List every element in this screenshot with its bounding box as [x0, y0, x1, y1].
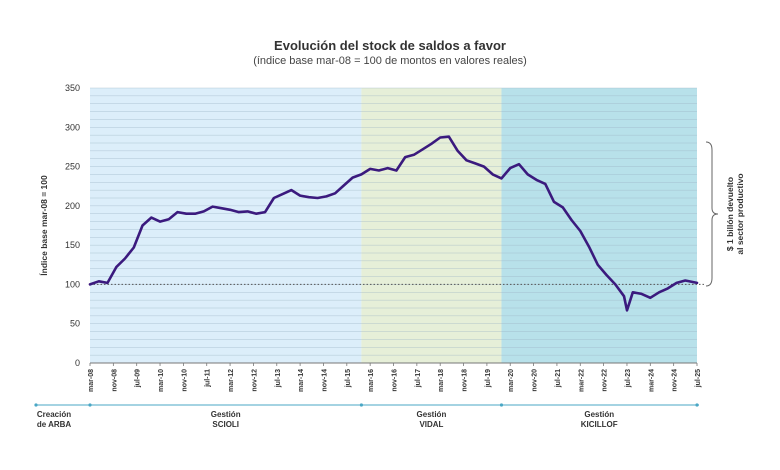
x-tick-label: nov-14 — [321, 369, 328, 392]
x-tick-label: jul-09 — [135, 369, 142, 388]
timeline-dot — [499, 403, 504, 407]
period-label-line-2: de ARBA — [37, 420, 72, 429]
timeline-dot — [88, 403, 92, 407]
x-tick-label: mar-24 — [648, 369, 655, 392]
annotation-line-1: $ 1 billón devuelto — [725, 177, 735, 251]
y-axis-label: Índice base mar-08 = 100 — [39, 175, 49, 276]
x-tick-label: mar-10 — [158, 369, 165, 392]
chart-subtitle: (índice base mar-08 = 100 de montos en v… — [253, 55, 527, 67]
x-tick-label: mar-08 — [88, 369, 95, 392]
x-tick-label: mar-12 — [228, 369, 235, 392]
x-tick-label: mar-14 — [298, 369, 305, 392]
x-tick-label: nov-16 — [392, 369, 399, 392]
y-tick-label: 0 — [75, 358, 80, 368]
period-label-line-2: KICILLOF — [581, 420, 618, 429]
period-band — [361, 88, 502, 363]
x-tick-label: jul-11 — [205, 369, 212, 388]
x-tick-label: nov-18 — [462, 369, 469, 392]
x-tick-label: jul-15 — [345, 369, 352, 388]
y-tick-label: 200 — [65, 201, 80, 211]
timeline-dot — [34, 403, 38, 407]
x-tick-label: jul-21 — [555, 369, 562, 388]
timeline-dot — [359, 403, 363, 407]
y-tick-label: 350 — [65, 83, 80, 93]
x-tick-label: nov-24 — [672, 369, 679, 392]
chart-title: Evolución del stock de saldos a favor — [274, 38, 506, 53]
y-tick-label: 250 — [65, 162, 80, 172]
period-label-line-2: SCIOLI — [212, 420, 239, 429]
annotation-group: $ 1 billón devuelto al sector productivo — [705, 141, 745, 287]
x-tick-label: jul-13 — [275, 369, 282, 388]
x-tick-labels: mar-08 nov-08 jul-09 mar-10 nov-10 jul-11 mar-… — [88, 363, 702, 392]
y-tick-label: 150 — [65, 240, 80, 250]
y-tick-labels: 0 50 100 150 200 250 300 350 — [65, 83, 80, 368]
y-tick-label: 50 — [70, 319, 80, 329]
x-tick-label: mar-18 — [438, 369, 445, 392]
x-tick-label: nov-12 — [251, 369, 258, 392]
annotation-brace — [705, 141, 719, 287]
period-band — [501, 88, 697, 363]
series-line — [88, 135, 699, 312]
annotation-line-2: al sector productivo — [735, 173, 745, 254]
period-band — [90, 88, 362, 363]
period-label-line-1: Gestión — [211, 410, 241, 419]
period-label-line-2: VIDAL — [419, 420, 443, 429]
x-tick-label: nov-08 — [111, 369, 118, 392]
x-tick-label: mar-22 — [578, 369, 585, 392]
x-tick-label: jul-17 — [415, 369, 422, 388]
period-label-line-1: Gestión — [417, 410, 447, 419]
x-tick-label: mar-16 — [368, 369, 375, 392]
period-label-line-1: Creación — [37, 410, 71, 419]
series-line-group — [88, 135, 699, 312]
x-tick-label: nov-10 — [181, 369, 188, 392]
x-tick-label: jul-19 — [485, 369, 492, 388]
period-label-line-1: Gestión — [584, 410, 614, 419]
y-tick-label: 100 — [65, 279, 80, 289]
period-bands — [90, 88, 697, 363]
x-tick-label: nov-20 — [532, 369, 539, 392]
x-tick-label: jul-25 — [695, 369, 702, 388]
timeline-dot — [695, 403, 699, 407]
y-tick-label: 300 — [65, 122, 80, 132]
x-tick-label: jul-23 — [625, 369, 632, 388]
x-tick-label: mar-20 — [508, 369, 515, 392]
x-tick-label: nov-22 — [602, 369, 609, 392]
